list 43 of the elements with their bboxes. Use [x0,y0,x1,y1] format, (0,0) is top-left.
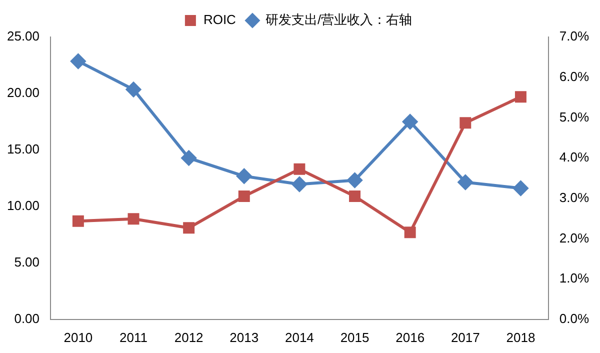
y-tick-label: 10.00 [6,198,40,214]
x-tick-label: 2018 [506,330,536,345]
point [183,222,195,234]
x-tick-label: 2016 [396,330,425,345]
point [349,190,361,202]
point [404,226,416,238]
point [347,172,362,188]
x-tick-label: 2011 [120,330,148,345]
x-tick-label: 2010 [64,330,93,345]
y2-tick-label: 1.0% [559,270,590,286]
point [514,91,526,103]
y2-tick-label: 6.0% [559,68,590,84]
x-tick-label: 2017 [450,330,480,345]
y2-tick-label: 7.0% [559,28,590,44]
point [458,174,473,190]
point [402,114,418,130]
y-tick-label: 25.00 [6,28,40,44]
y2-tick-label: 5.0% [559,109,590,124]
y2-tick-label: 4.0% [559,150,590,165]
y2-tick-label: 3.0% [559,190,590,205]
legend-label: ROIC [203,12,236,28]
x-tick-label: 2015 [340,330,370,345]
x-tick-label: 2014 [284,330,314,345]
y-tick-label: 20.00 [6,85,40,100]
point [72,215,84,227]
point [238,190,250,202]
y-tick-label: 0.00 [14,310,40,326]
y2-tick-label: 2.0% [559,230,590,246]
point [126,82,142,97]
point [70,54,86,69]
point [292,176,307,192]
y-tick-label: 5.00 [14,254,40,270]
y-tick-label: 15.00 [6,142,40,157]
point [181,150,196,166]
x-tick-label: 2013 [230,330,259,345]
point [294,163,306,175]
y2-tick-label: 0.0% [559,310,590,326]
point [460,117,472,129]
point [513,180,528,196]
legend-label: 研发支出/营业收入：右轴 [265,12,412,28]
point [236,168,252,184]
x-tick-label: 2012 [174,330,204,345]
point [128,213,140,225]
